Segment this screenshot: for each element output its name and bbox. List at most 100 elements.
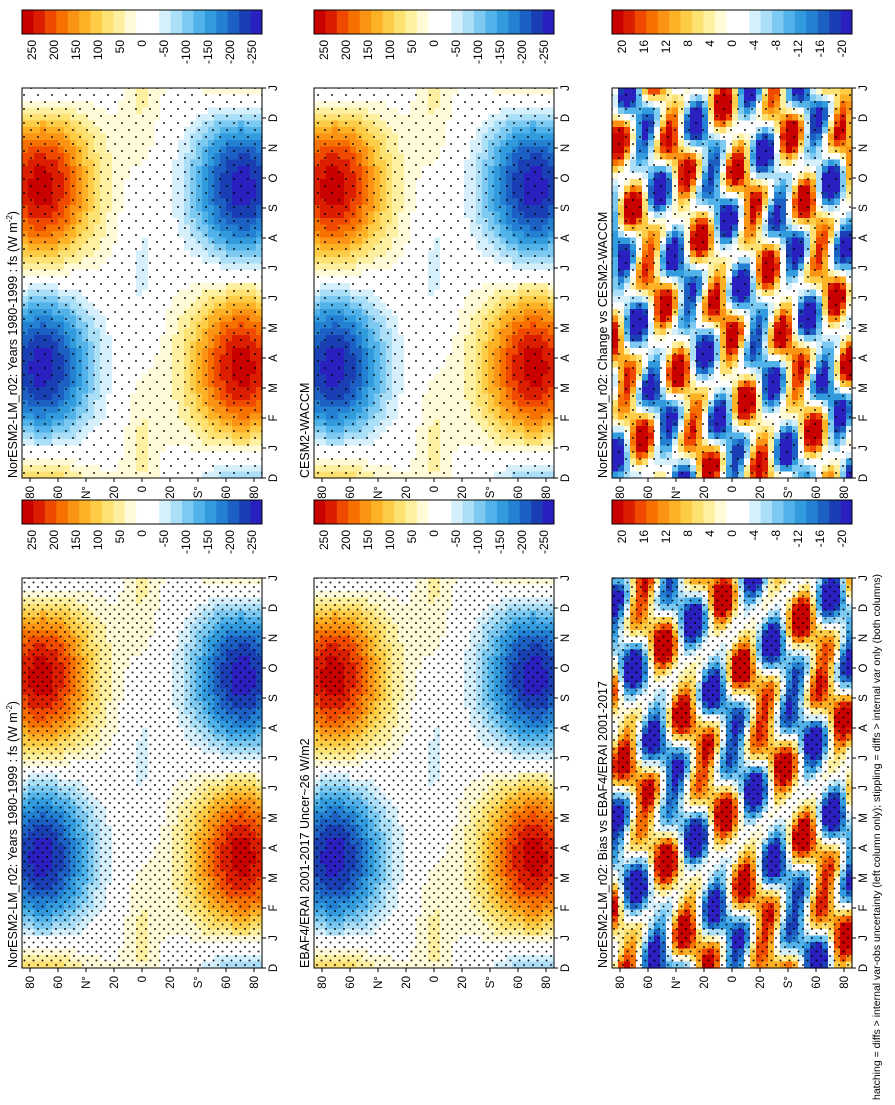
y-tick-label: 60: [345, 976, 357, 989]
x-tick-label: A: [268, 844, 280, 852]
x-tick-label: J: [268, 575, 280, 581]
y-tick-label: 20: [457, 976, 469, 989]
x-tick-label: J: [560, 935, 572, 941]
colorbar: 250 200 150 100 50 0 -50 -100 -150 -200 -250: [21, 499, 263, 554]
colorbar-label: -200: [223, 530, 237, 554]
colorbar-label: 250: [25, 530, 39, 550]
x-tick-label: S: [560, 694, 572, 702]
x-tick-label: M: [560, 813, 572, 823]
colorbar-swatch: [439, 500, 452, 524]
colorbar-swatch: [227, 500, 240, 524]
colorbar-label: 0: [135, 530, 149, 537]
colorbar-label: -150: [201, 530, 215, 554]
colorbar-label: -200: [515, 530, 529, 554]
x-tick-label: D: [268, 604, 280, 612]
x-tick-label: N: [268, 634, 280, 642]
colorbar-swatch: [250, 500, 263, 524]
y-tick-label: 20: [165, 976, 177, 989]
colorbar-label: 50: [113, 530, 127, 544]
colorbar-label: 50: [405, 530, 419, 544]
colorbar-swatch: [314, 500, 326, 524]
colorbar-swatch: [405, 500, 418, 524]
y-tick-label: 60: [53, 976, 65, 989]
colorbar-label: -100: [471, 530, 485, 554]
colorbar-swatch: [416, 500, 429, 524]
colorbar-label: 100: [91, 530, 105, 550]
y-tick-label: S°: [193, 976, 205, 988]
x-tick-label: D: [560, 964, 572, 972]
y-tick-label: 80: [25, 976, 37, 989]
colorbar-swatch: [485, 500, 498, 524]
y-tick-label: 60: [513, 976, 525, 989]
colorbar-swatch: [33, 500, 46, 524]
colorbar-swatch: [22, 500, 34, 524]
footnote: hatching = diffs > internal var-obs unce…: [871, 574, 883, 1100]
colorbar-swatch: [170, 500, 183, 524]
panel-title-end: ): [6, 701, 20, 705]
x-tick-label: D: [268, 964, 280, 972]
panel-title-sup: -2: [5, 705, 14, 713]
colorbar: 250 200 150 100 50 0 -50 -100 -150 -200 -250: [313, 499, 555, 554]
colorbar-label: 0: [427, 530, 441, 537]
colorbar-swatch: [193, 500, 206, 524]
colorbar-swatch: [56, 500, 69, 524]
x-tick-label: J: [560, 785, 572, 791]
x-tick-label: A: [560, 724, 572, 732]
colorbar-swatch: [531, 500, 543, 524]
colorbar-swatch: [44, 500, 57, 524]
colorbar-swatch: [496, 500, 509, 524]
y-tick-label: S°: [485, 976, 497, 988]
colorbar-swatch: [102, 500, 114, 524]
colorbar-swatch: [79, 500, 91, 524]
colorbar-swatch: [394, 500, 406, 524]
colorbar-swatch: [382, 500, 395, 524]
colorbar-swatch: [113, 500, 126, 524]
stipple-overlay: [314, 578, 554, 968]
colorbar-swatch: [336, 500, 349, 524]
x-tick-label: J: [560, 755, 572, 761]
colorbar-swatch: [359, 500, 372, 524]
y-tick-label: 60: [221, 976, 233, 989]
colorbar-label: 200: [47, 530, 61, 550]
x-tick-label: J: [268, 755, 280, 761]
x-tick-label: M: [268, 813, 280, 823]
stipple-overlay: [22, 578, 262, 968]
x-tick-label: D: [560, 604, 572, 612]
x-tick-label: A: [560, 844, 572, 852]
colorbar-label: 200: [339, 530, 353, 550]
colorbar-swatch: [508, 500, 521, 524]
y-tick-label: 80: [541, 976, 553, 989]
x-tick-label: O: [268, 663, 280, 672]
y-tick-label: 80: [317, 976, 329, 989]
colorbar-swatch: [371, 500, 383, 524]
y-tick-label: 20: [109, 976, 121, 989]
colorbar-label: 100: [383, 530, 397, 550]
y-tick-label: 80: [249, 976, 261, 989]
colorbar-swatch: [542, 500, 555, 524]
colorbar-swatch: [124, 500, 137, 524]
colorbar-swatch: [325, 500, 338, 524]
x-tick-label: O: [560, 663, 572, 672]
x-tick-label: M: [268, 873, 280, 883]
colorbar-swatch: [451, 500, 463, 524]
y-tick-label: 0: [429, 976, 441, 982]
colorbar-label: 150: [361, 530, 375, 550]
x-tick-label: A: [268, 724, 280, 732]
colorbar-swatch: [348, 500, 361, 524]
colorbar-swatch: [216, 500, 229, 524]
colorbar-swatch: [159, 500, 171, 524]
x-tick-label: J: [268, 935, 280, 941]
panel-title: EBAF4/ERAI 2001-2017 Uncer~26 W/m2: [298, 738, 312, 968]
colorbar-swatch: [204, 500, 217, 524]
colorbar-label: 250: [317, 530, 331, 550]
x-tick-label: F: [560, 904, 572, 911]
y-tick-label: N°: [81, 976, 93, 989]
colorbar-swatch: [136, 500, 149, 524]
y-tick-label: 0: [137, 976, 149, 982]
x-tick-label: F: [268, 904, 280, 911]
colorbar-label: -250: [537, 530, 551, 554]
colorbar-swatch: [474, 500, 486, 524]
